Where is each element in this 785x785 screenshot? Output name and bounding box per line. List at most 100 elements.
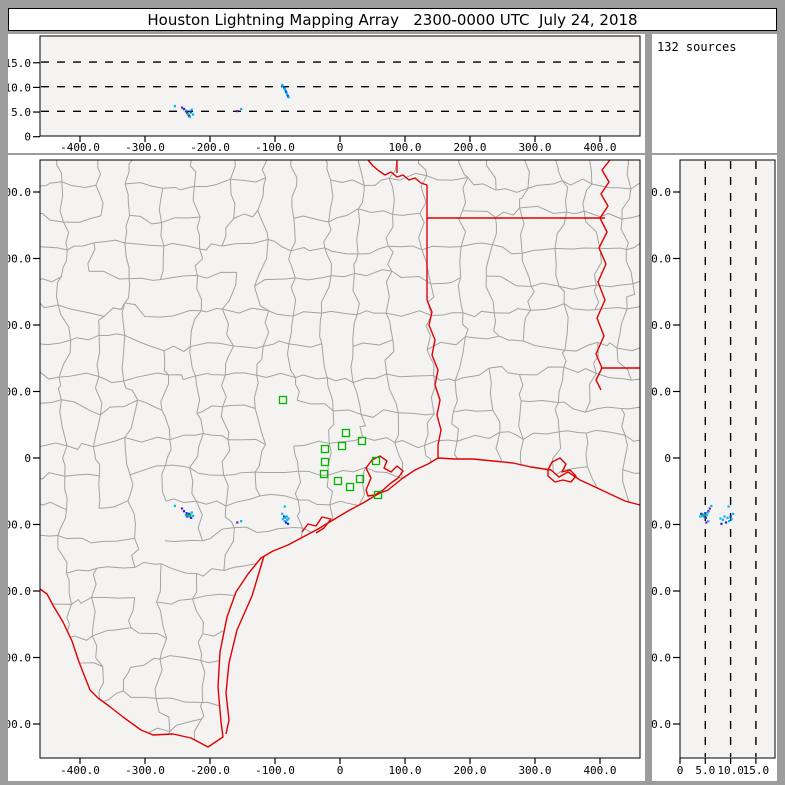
source-point (284, 521, 288, 524)
station-marker (341, 428, 351, 438)
ns-tick-label: 100.0 (8, 386, 31, 399)
ew-tick-label: -300.0 (125, 764, 165, 777)
source-point (703, 515, 706, 518)
alt-ns-canvas[interactable]: 400.0 300.0 200.0 100.0 0 -100.0 -200.0 -300.0 -… (652, 155, 777, 781)
source-point (188, 512, 191, 515)
source-point (727, 505, 730, 508)
source-point (186, 513, 189, 516)
source-point (286, 522, 290, 525)
source-point (283, 88, 286, 91)
ns-tick-label: -200.0 (8, 585, 31, 598)
ew-tick-label: 200.0 (453, 764, 486, 777)
source-point (281, 518, 284, 521)
ns-tick-label: 100.0 (652, 386, 671, 399)
source-point (240, 520, 243, 523)
ew-tick-label: 300.0 (518, 764, 551, 777)
source-point (699, 515, 702, 518)
ew-tick-label: -100.0 (255, 141, 295, 153)
ns-tick-label: 200.0 (652, 319, 671, 332)
ns-tick-label: -300.0 (8, 652, 31, 665)
station-marker (320, 444, 330, 454)
ns-tick-label: 200.0 (8, 319, 31, 332)
source-point (703, 514, 706, 517)
source-point (182, 510, 186, 513)
source-point (236, 109, 239, 113)
window-title: Houston Lightning Mapping Array 2300-000… (147, 10, 638, 29)
source-point (708, 507, 711, 510)
ns-tick-label: 400.0 (8, 186, 31, 199)
alt-tick-label: 15.0 (8, 57, 31, 70)
ew-tick-label: 0 (337, 141, 344, 153)
ew-tick-label: -200.0 (190, 764, 230, 777)
station-marker (337, 441, 347, 451)
ew-tick-label: -300.0 (125, 141, 165, 153)
station-marker (278, 395, 288, 405)
state-borders (39, 159, 641, 748)
source-point (724, 521, 728, 524)
station-marker (319, 469, 329, 479)
ew-tick-label: 100.0 (388, 141, 421, 153)
source-point (704, 512, 707, 515)
station-marker (373, 490, 383, 500)
ew-tick-label: -400.0 (60, 141, 100, 153)
station-marker (355, 474, 365, 484)
source-point (283, 505, 286, 508)
ns-tick-label: 300.0 (652, 253, 671, 266)
source-point (173, 105, 176, 108)
source-point (705, 521, 708, 524)
station-marker (320, 457, 330, 467)
plot-area[interactable] (39, 35, 641, 137)
ns-tick-label: -300.0 (652, 652, 671, 665)
source-point (236, 521, 239, 524)
station-marker (357, 436, 367, 446)
alt-tick-label: 0 (24, 131, 31, 144)
plan-map-canvas[interactable]: 400.0 300.0 200.0 100.0 0 -100.0 -200.0 -300.0 -… (8, 155, 645, 781)
station-marker (333, 476, 343, 486)
source-point (729, 515, 732, 518)
source-point (706, 511, 709, 514)
source-count-label: 132 sources (657, 40, 737, 54)
source-point (188, 515, 191, 518)
alt-tick-label: 5.0 (11, 106, 31, 119)
ew-tick-label: -200.0 (190, 141, 230, 153)
source-point (701, 514, 704, 517)
source-point (182, 107, 186, 111)
title-bar: Houston Lightning Mapping Array 2300-000… (8, 8, 777, 31)
panel-alt-vs-ew[interactable]: 15.0 10.0 5.0 0 -400.0 -300.0 -200.0 -100.0 0 100… (8, 34, 645, 153)
ew-tick-label: 100.0 (388, 764, 421, 777)
source-point (285, 92, 288, 95)
source-point (287, 96, 290, 99)
source-point (173, 504, 176, 507)
ns-tick-label: -400.0 (652, 718, 671, 731)
source-point (192, 113, 195, 116)
ns-tick-label: 400.0 (652, 186, 671, 199)
source-point (187, 514, 190, 517)
ew-tick-label: -100.0 (255, 764, 295, 777)
source-point (281, 85, 284, 88)
plot-area[interactable] (40, 160, 640, 758)
source-point (721, 518, 725, 521)
ns-tick-label: 300.0 (8, 253, 31, 266)
panel-alt-vs-ns[interactable]: 400.0 300.0 200.0 100.0 0 -100.0 -200.0 -300.0 -… (652, 155, 777, 781)
ns-tick-label: 0 (24, 452, 31, 465)
ew-tick-label: 300.0 (518, 141, 551, 153)
source-point (180, 507, 184, 510)
ew-tick-label: 200.0 (453, 141, 486, 153)
source-point (702, 513, 705, 516)
panel-plan-map[interactable]: 400.0 300.0 200.0 100.0 0 -100.0 -200.0 -300.0 -… (8, 155, 645, 781)
ew-tick-label: -400.0 (60, 764, 100, 777)
alt-tick-label: 10.0 (8, 81, 31, 94)
source-point (704, 516, 707, 519)
source-point (283, 86, 286, 89)
source-point (188, 115, 191, 119)
source-point (283, 520, 286, 523)
station-marker (371, 456, 381, 466)
source-point (190, 108, 193, 111)
source-point (184, 109, 188, 112)
source-point (284, 516, 287, 519)
source-point (705, 514, 708, 517)
source-point (190, 110, 193, 113)
source-point (283, 515, 286, 518)
alt-ew-canvas[interactable]: 15.0 10.0 5.0 0 -400.0 -300.0 -200.0 -100.0 0 100… (8, 34, 645, 153)
plot-area[interactable] (679, 159, 776, 759)
